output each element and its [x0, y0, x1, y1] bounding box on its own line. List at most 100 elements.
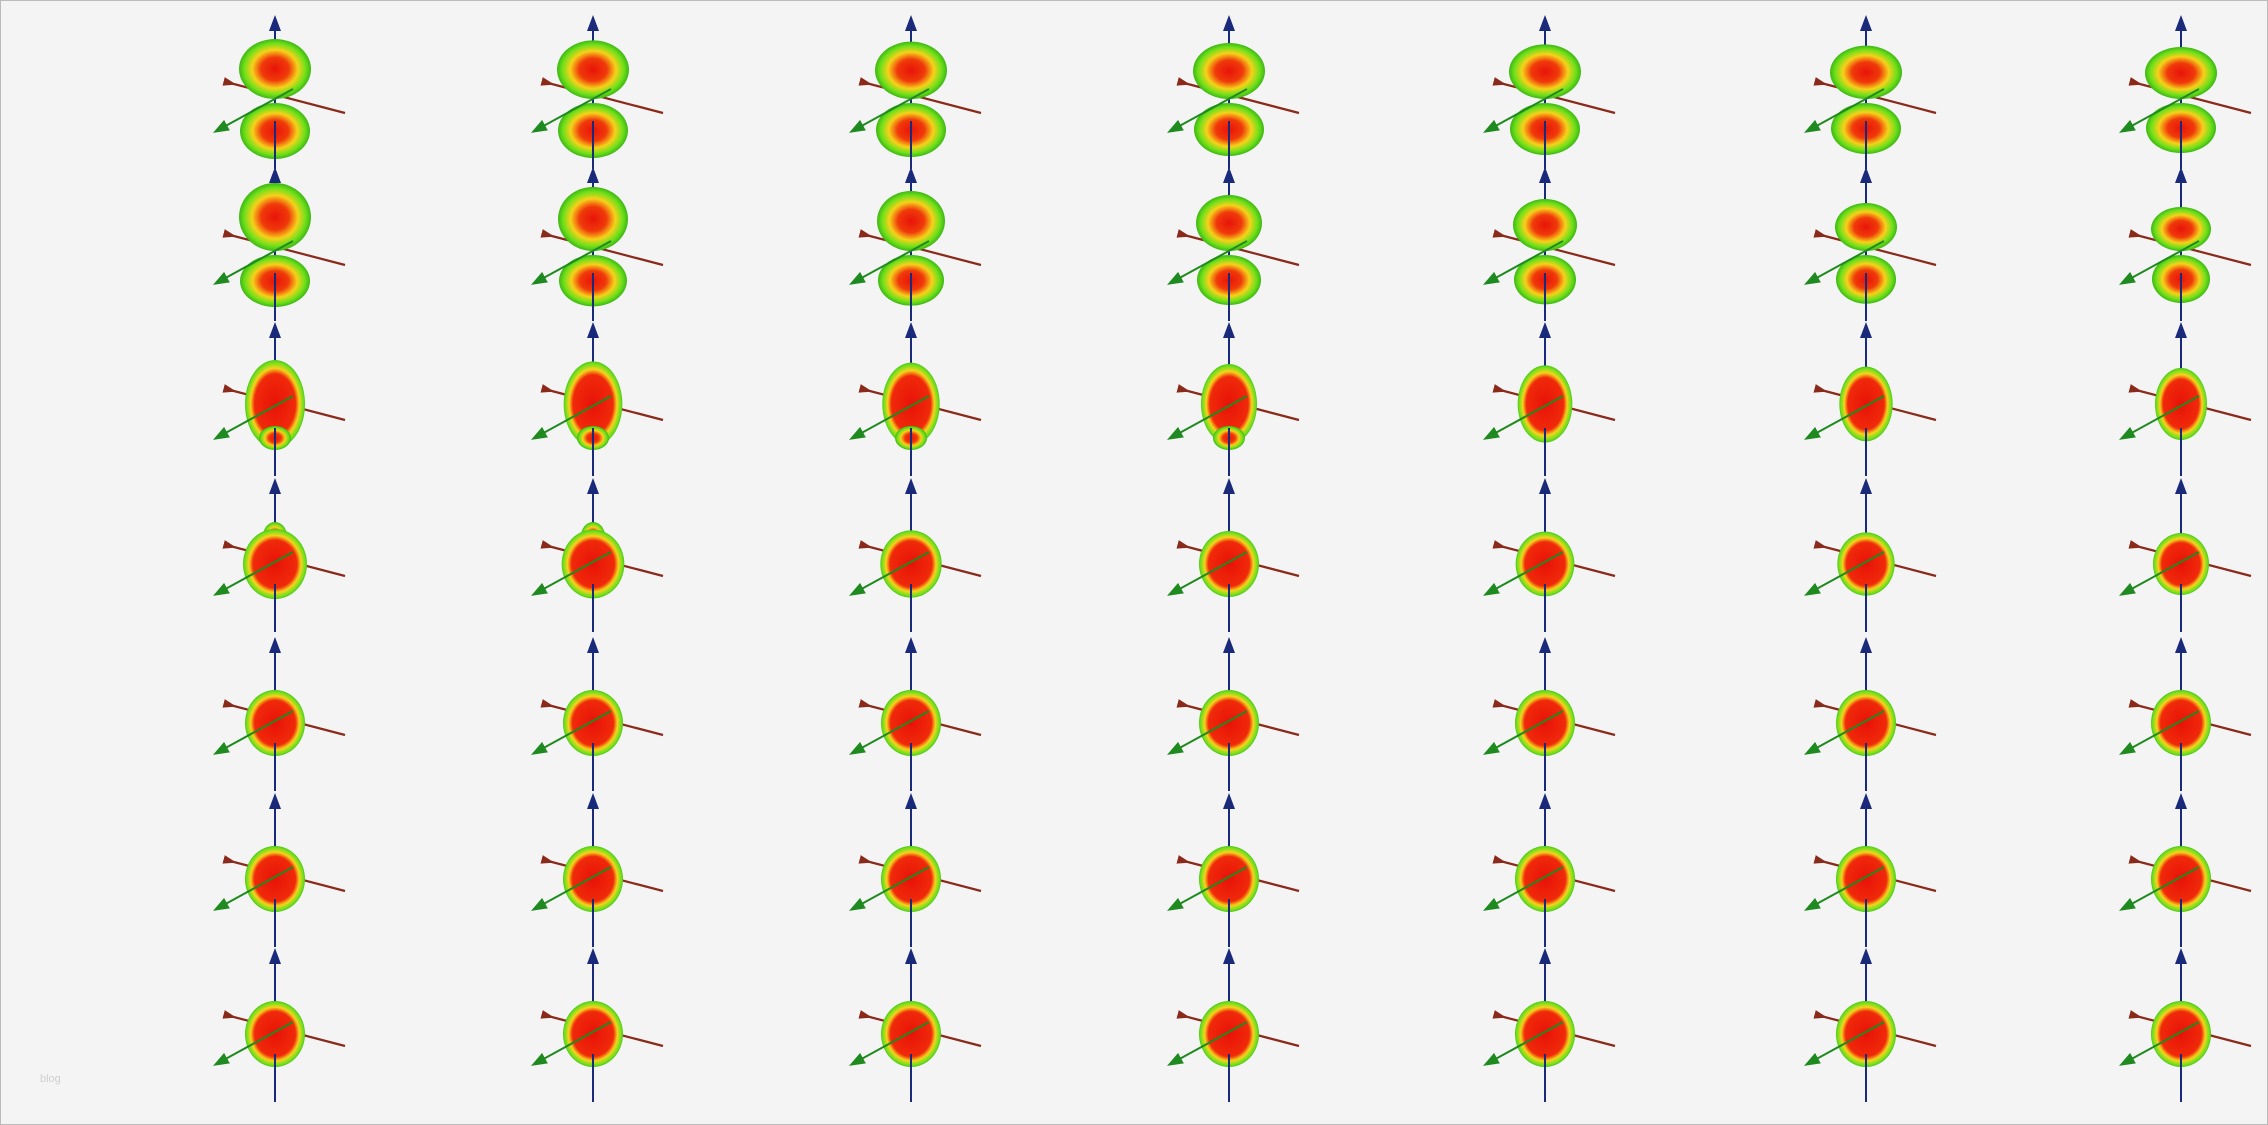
main-lobe	[1517, 365, 1573, 443]
main-lobe	[563, 690, 623, 756]
axis-y	[530, 551, 612, 596]
main-lobe	[881, 1001, 941, 1067]
radiation-pattern	[848, 948, 982, 1102]
radiation-pattern	[212, 478, 346, 632]
main-lobe	[1839, 366, 1893, 442]
axis-y	[530, 1021, 612, 1066]
radiation-pattern	[1482, 793, 1616, 947]
radiation-pattern	[1166, 793, 1300, 947]
axis-y	[848, 395, 930, 440]
axis-y	[1166, 551, 1248, 596]
upper-lobe	[1830, 45, 1902, 99]
radiation-pattern	[212, 167, 346, 321]
watermark: blog	[40, 1073, 61, 1085]
axis-y	[1166, 88, 1248, 133]
axis-y	[2118, 240, 2200, 285]
axis-y	[1803, 710, 1885, 755]
axis-y	[1482, 866, 1564, 911]
axis-y	[1482, 710, 1564, 755]
axis-y	[2118, 551, 2200, 596]
upper-lobe	[239, 183, 311, 251]
main-lobe	[561, 529, 625, 599]
main-lobe	[881, 690, 941, 756]
radiation-pattern	[1803, 15, 1937, 169]
radiation-pattern	[2118, 948, 2252, 1102]
radiation-pattern	[1803, 793, 1937, 947]
radiation-pattern	[1166, 167, 1300, 321]
upper-lobe	[875, 41, 947, 99]
radiation-pattern	[848, 478, 982, 632]
axis-y	[1166, 395, 1248, 440]
main-lobe	[880, 530, 942, 598]
axis-y	[848, 551, 930, 596]
axis-y	[848, 710, 930, 755]
main-lobe	[1201, 364, 1257, 444]
radiation-pattern	[1803, 637, 1937, 791]
main-lobe	[563, 361, 623, 447]
main-lobe	[1836, 846, 1896, 912]
upper-lobe	[2145, 47, 2217, 99]
axis-y	[212, 240, 294, 285]
radiation-pattern	[848, 793, 982, 947]
radiation-pattern	[848, 637, 982, 791]
main-lobe	[881, 846, 941, 912]
radiation-pattern	[212, 637, 346, 791]
main-lobe	[2151, 690, 2211, 756]
upper-lobe	[239, 39, 311, 99]
axis-y	[1482, 240, 1564, 285]
radiation-pattern	[1803, 167, 1937, 321]
main-lobe	[1837, 532, 1895, 596]
radiation-pattern	[212, 322, 346, 476]
radiation-pattern	[1482, 322, 1616, 476]
radiation-pattern	[848, 15, 982, 169]
main-lobe	[245, 360, 305, 448]
axis-y	[1482, 88, 1564, 133]
radiation-pattern	[530, 793, 664, 947]
radiation-pattern	[2118, 793, 2252, 947]
main-lobe	[1199, 846, 1259, 912]
main-lobe	[1515, 531, 1575, 597]
radiation-pattern	[212, 15, 346, 169]
radiation-pattern	[2118, 478, 2252, 632]
main-lobe	[1199, 690, 1259, 756]
radiation-pattern	[2118, 167, 2252, 321]
radiation-pattern	[530, 15, 664, 169]
upper-lobe	[557, 40, 629, 99]
axis-y	[2118, 395, 2200, 440]
axis-y	[848, 240, 930, 285]
radiation-pattern	[530, 948, 664, 1102]
radiation-pattern	[1166, 15, 1300, 169]
axis-y	[212, 88, 294, 133]
radiation-pattern	[1482, 948, 1616, 1102]
radiation-pattern	[530, 478, 664, 632]
radiation-pattern	[530, 167, 664, 321]
axis-y	[1803, 240, 1885, 285]
axis-y	[212, 710, 294, 755]
axis-y	[212, 395, 294, 440]
main-lobe	[1836, 1001, 1896, 1067]
axis-y	[1166, 1021, 1248, 1066]
axis-y	[2118, 866, 2200, 911]
axis-y	[1166, 240, 1248, 285]
radiation-pattern	[2118, 637, 2252, 791]
main-lobe	[243, 529, 307, 599]
main-lobe	[1515, 1001, 1575, 1067]
upper-lobe	[1509, 44, 1581, 99]
axis-y	[1803, 551, 1885, 596]
radiation-pattern	[1482, 167, 1616, 321]
main-lobe	[245, 690, 305, 756]
main-lobe	[1836, 690, 1896, 756]
main-lobe	[2153, 533, 2209, 595]
radiation-pattern	[1803, 322, 1937, 476]
axis-y	[1166, 710, 1248, 755]
upper-lobe	[2151, 207, 2211, 251]
radiation-pattern	[1482, 637, 1616, 791]
axis-y	[530, 866, 612, 911]
main-lobe	[563, 1001, 623, 1067]
upper-lobe	[1835, 203, 1897, 251]
radiation-pattern	[1166, 948, 1300, 1102]
axis-y	[1482, 395, 1564, 440]
axis-y	[1482, 551, 1564, 596]
